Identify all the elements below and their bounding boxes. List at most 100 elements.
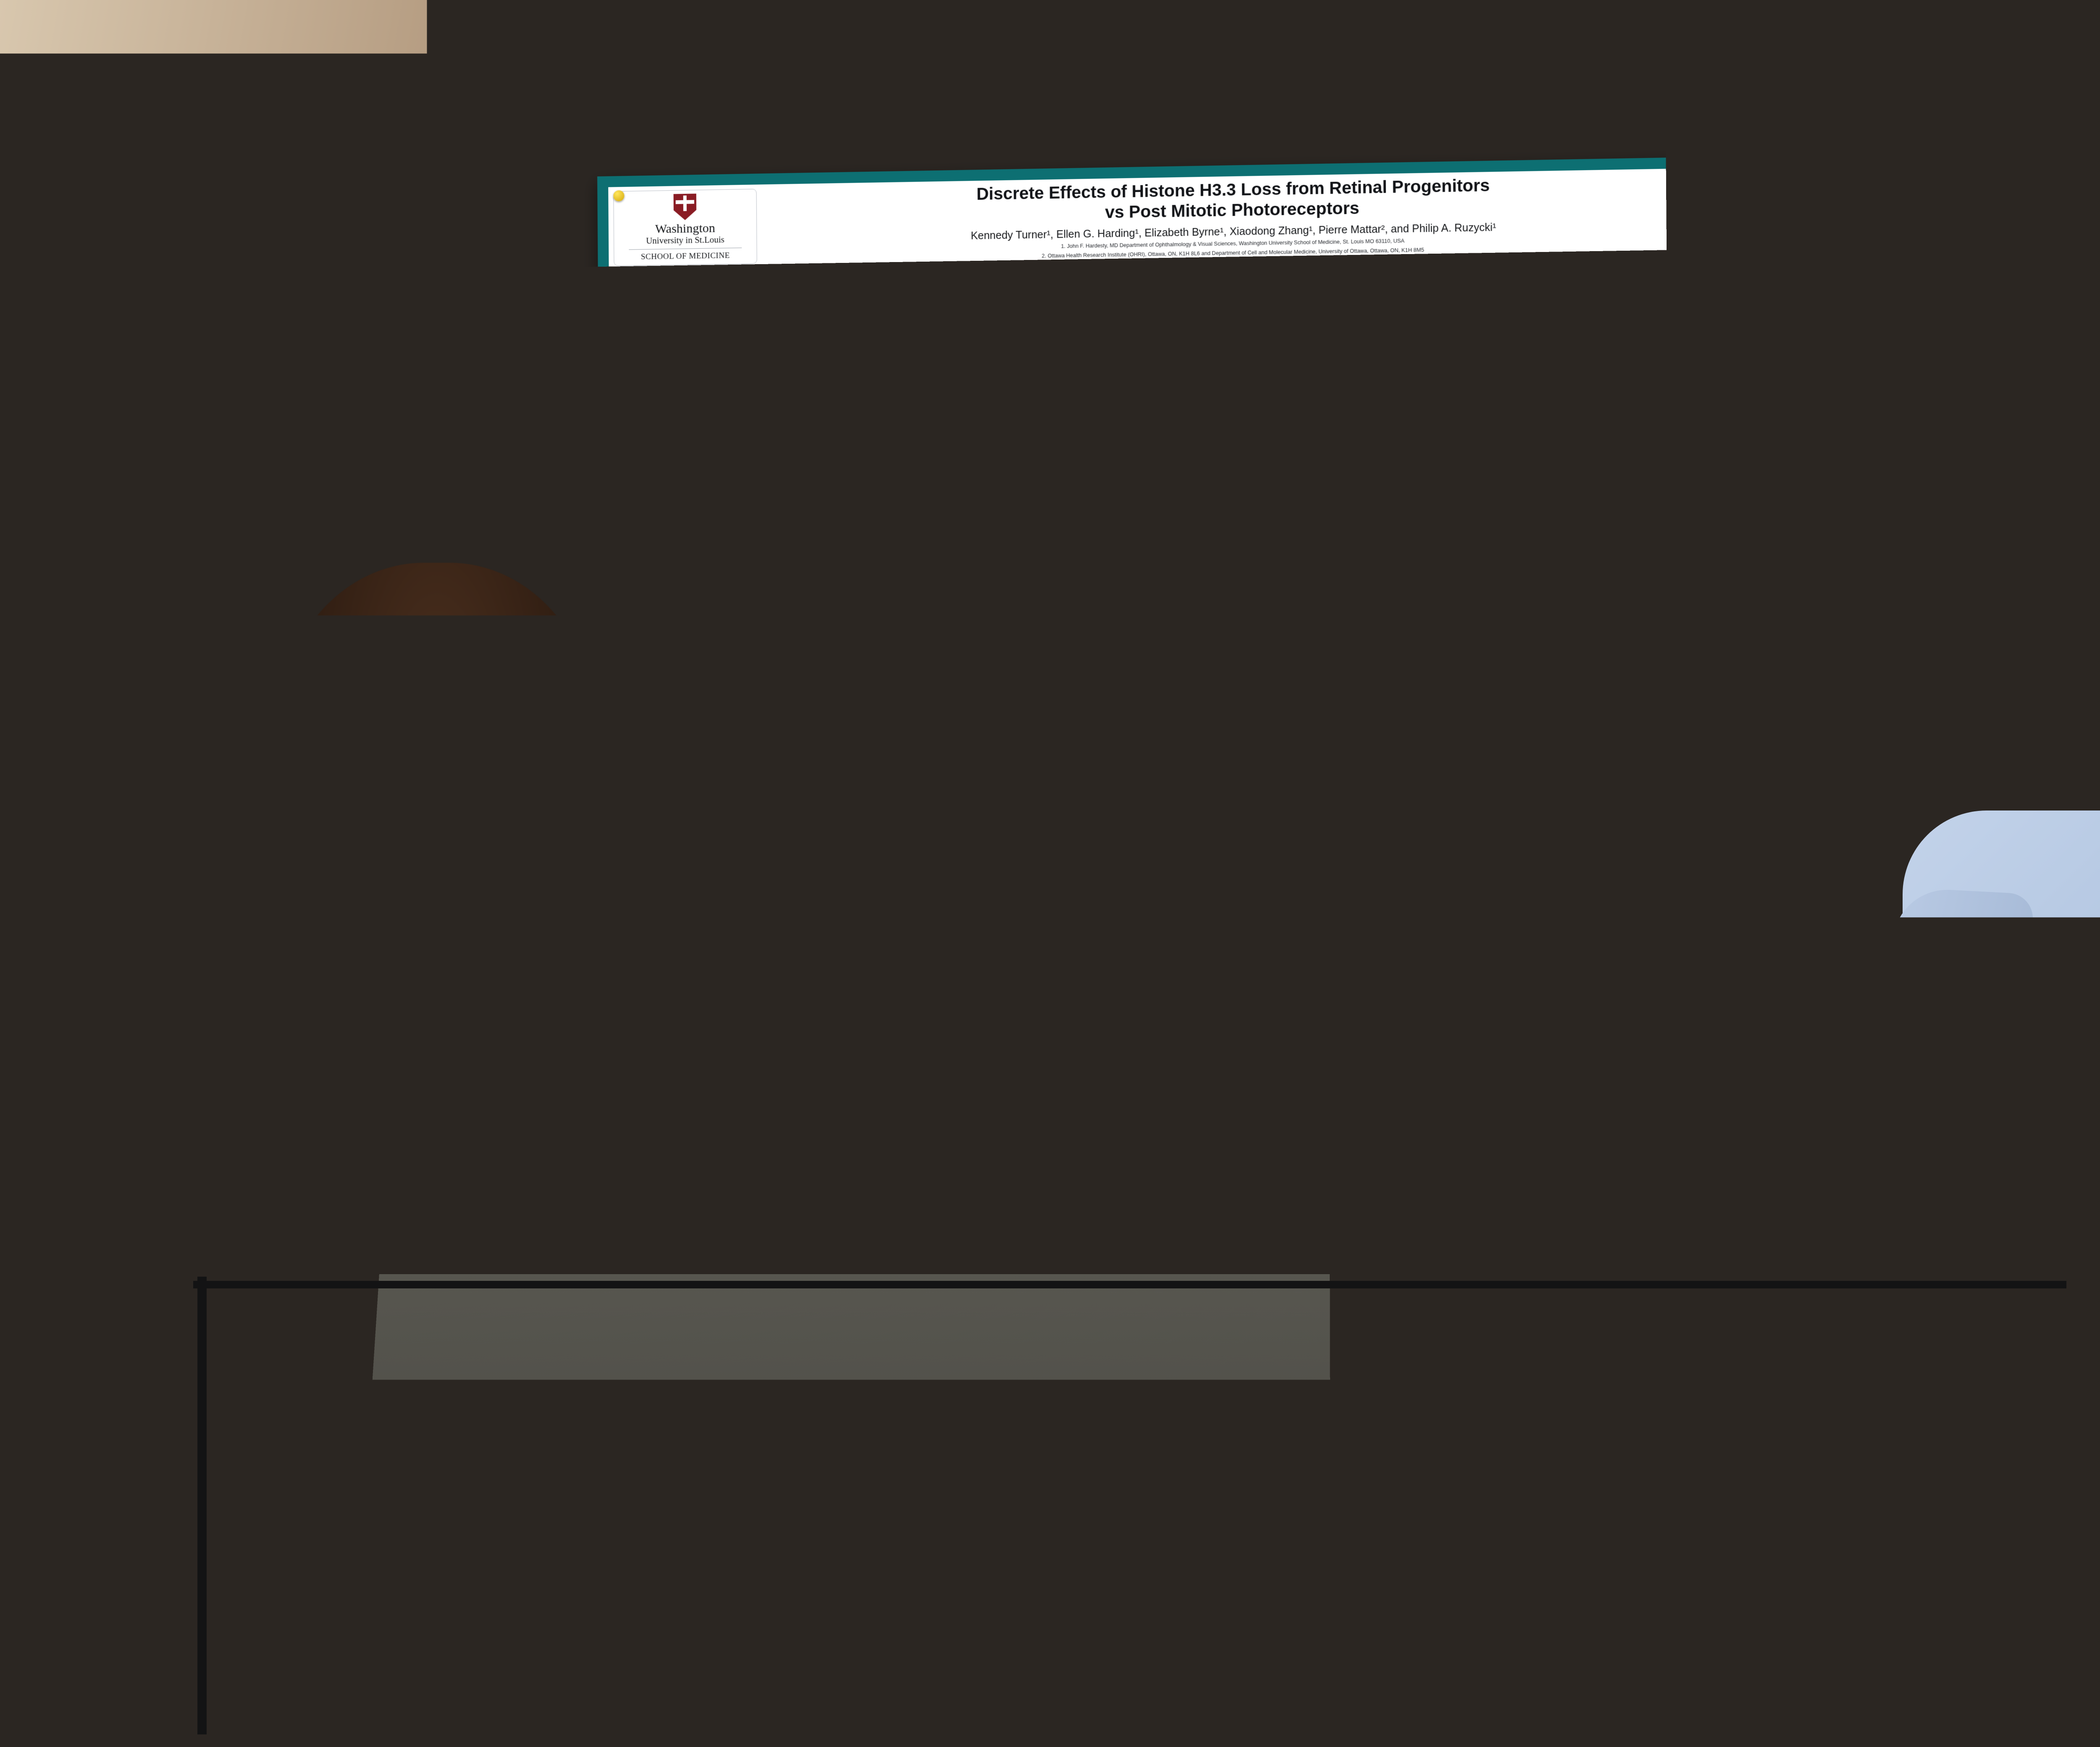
fig5B-legend-wt: ◎ WT (n=13) [1138,949,1172,956]
umap-cluster [1204,655,1210,663]
figure5-panelB-label: B [974,942,980,952]
control-color-swatch [1540,327,1549,335]
conclusion-item-2: By P21, knockout of both H3f3a and H3f3b… [1523,826,1866,842]
gene-axis-bottom [645,646,941,649]
ptm-label-k4me3: K4me3 [722,361,735,366]
mouse-icon [627,790,668,816]
research-poster[interactable]: Washington University in St.Louis SCHOOL… [597,154,1891,1138]
fig5B-xlabel: Distance from ONH (um) [1030,1045,1095,1051]
band [843,420,857,426]
arrow-right-icon-3 [1719,521,1755,538]
histology-P5-NrlKO [1108,430,1165,545]
cross-symbol: X [674,799,762,809]
figure6-panelA: A Control Mutant [1517,319,1859,452]
stack-legend-Cone: Cone [1281,607,1289,611]
fig5C-xtick-2: 2 [1330,1029,1333,1034]
reference-item-2: Bryant L, Bhoj E. Bryant-Li-Bhoj Neurode… [1522,942,1867,951]
stackbar-KOKO [1265,584,1277,657]
cell-group-1 [1596,336,1632,369]
ongoing-item-2: Further investigation of phenotype after… [1524,892,1866,908]
figure1-panelA: A Repressive Activating DNA [624,354,803,454]
figure3-caption: Figure 3 - Mouse lines analyzed in this … [627,826,949,844]
fig4B-legend-nrl: ✚ Nrl KO/KO (n=3) [1180,353,1228,361]
figure1-box: A Repressive Activating DNA [620,348,951,541]
funding-list: This work was supported by a R01 from th… [1517,982,1867,996]
fig5B-legend-koko: ✚ Nrl KO/KO (n=3) [1139,1032,1186,1039]
poster-columns: Introduction Within each cell, the nucle… [614,250,1874,1138]
reference-item-3: Layo-Carris DE, et al. Expanded phenotyp… [1522,952,1867,961]
variant-stick [896,602,897,619]
references-heading: References [1517,928,1867,937]
blot-dev-panh3 [823,370,920,386]
umap-cluster-plots [1172,582,1225,744]
fig5C-legend-kowt: ✚ KO/WT (n=4) [1348,971,1389,978]
fig5C-xlabel: Log Intensity [1271,1037,1306,1044]
nrl-cross-block: Nrl-Cre+ X H3f3aᶠˡ/ᶠˡ; H3f3bᶠˡ/ᶠˡ [673,788,762,817]
aging-timepoints: 0 0.5 1 2.5 6 12 months [824,431,918,437]
genotype-kowt: KO/WT [912,808,948,820]
fig4B-ytick-50: 50 [1273,386,1278,391]
fig5C-ytick-200: 200 [1228,974,1236,979]
s-wt-ko [1004,992,1126,1034]
figure5-row-P21: P21 [974,867,989,876]
figure1-panelB-label: B [805,354,811,363]
man-left-arm [1868,887,2034,1427]
band [876,404,889,408]
saturation-panel: Saturation Mutagenesis Screen A saturati… [1507,250,1872,784]
nucleosome-2 [663,376,685,399]
fig4B-ytick-0: 0 [1276,428,1279,433]
adult-mouse-icon [1759,503,1825,551]
h3f3b-heading-rest: is Essential for Photoreceptor Viability [1004,794,1239,808]
stack-legend-Other: Other [1280,585,1289,589]
histology-P21-KOWT [1199,823,1264,920]
figure4-row-P5: P5 [972,496,982,505]
band [827,376,840,383]
fig4B-xlabel: Distance from ONH (um) [1344,442,1409,449]
band [859,420,873,426]
variant-stick [858,598,859,619]
scatter-annot-controls: Controls [1544,568,1559,572]
umap-label-WT: WT [1165,604,1171,612]
reference-item-4: Starita LM, Fields S. Deep Mutational Sc… [1522,962,1867,971]
stackbar-KOHet [1251,585,1263,657]
flow-label-harvest: Harvest DNA, Amplify barcodes [1738,544,1796,555]
nrl-floxed-label: H3f3aᶠˡ/ᶠˡ; H3f3bᶠˡ/ᶠˡ [674,810,762,817]
stack-ylabel: Proportion [1228,611,1233,629]
chx10-genotypes: WT KO/KO [807,762,948,775]
variant-dot [671,601,674,604]
band [828,362,840,365]
umap-cluster [1192,724,1203,734]
blot-aging-panh3 [823,414,920,430]
nrl-result-block: Removal from post mitotic rod photorecep… [807,783,949,821]
histology-P5-Chx10KO [1048,430,1105,546]
fig5B-ytick-0: 0 [996,1030,999,1035]
nrl-result-text: Removal from post mitotic rod photorecep… [807,783,948,808]
band [876,420,889,425]
figure4-bottom: Figure 4 - (A) Representative HE images … [972,580,1495,750]
figure1-panelC: C Replication Dependent Replication Inde… [625,451,947,518]
fig4B-ytick-150: 150 [1270,300,1278,305]
poster-title-line2: vs Post Mitotic Photoreceptors [1105,198,1360,223]
poster-header: Washington University in St.Louis SCHOOL… [613,170,1867,266]
domain-variant-a8v: p.A8V [1643,565,1653,575]
introduction-heading: Introduction [620,269,949,289]
umap-label-KOHet: KO/Het [1165,655,1171,672]
series-chx10-koko [1285,370,1467,431]
erg-kowt [1248,984,1321,1026]
umap-cluster [1179,650,1196,674]
histology-P21-KOKO [1061,823,1126,920]
band [875,360,888,364]
figure2-caption: Figure 2 - Histone H3.3 with 4 alpha hel… [622,666,952,698]
chx10-floxed-label: H3f3aᶠˡ/ᶠˡ; H3f3bᶠˡ/ᶠˡ [673,763,762,771]
syringe-icon [1563,349,1592,388]
figure4-heatmap [1234,680,1304,729]
fig5B-legend-hetko: ✚ Nrl Het/KO (n=5) [1139,1022,1187,1029]
error-bars [1290,306,1456,399]
figure5-box: A P21 [969,811,1502,1130]
variant-dot [895,600,898,603]
legend-control: Control [1540,326,1573,335]
cross-symbol: X [673,752,762,762]
band [859,405,872,408]
nucleosome-4 [720,370,744,394]
fig5B-xtick--1000: -1000 [1013,1036,1025,1041]
